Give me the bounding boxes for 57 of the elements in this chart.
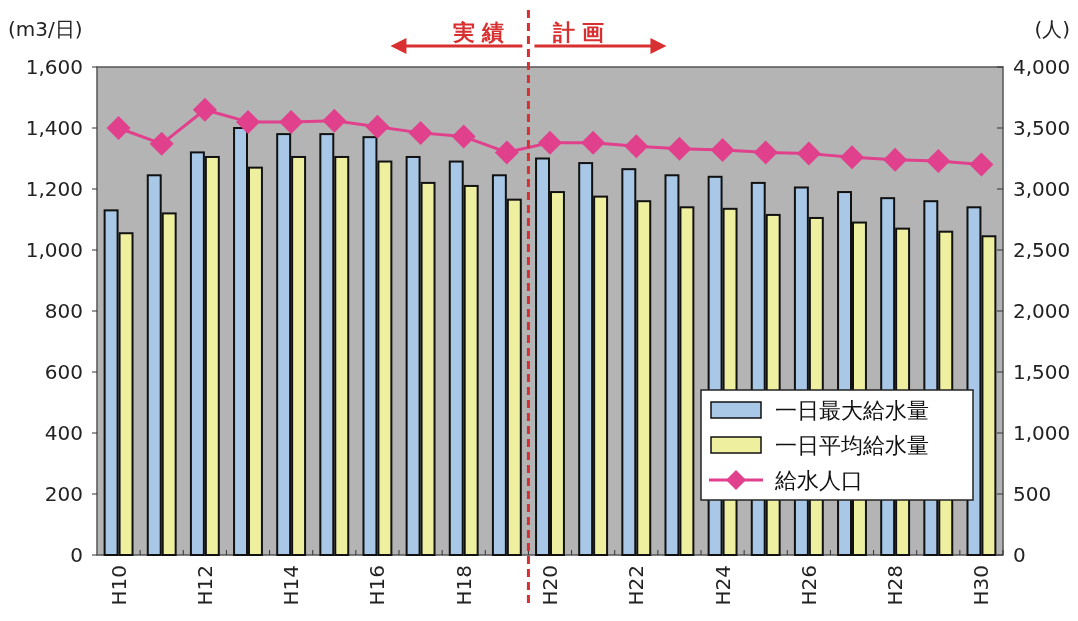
point xyxy=(192,97,217,122)
y-tick-label: 600 xyxy=(44,360,83,384)
y2-tick-label: 3,500 xyxy=(1013,116,1071,140)
y2-tick-label: 2,000 xyxy=(1013,299,1071,323)
x-tick-label: H12 xyxy=(192,565,217,606)
y-tick-label: 200 xyxy=(44,482,83,506)
point xyxy=(624,134,649,159)
y2-tick-label: 500 xyxy=(1013,482,1052,506)
legend-label: 一日最大給水量 xyxy=(775,398,929,423)
x-tick-label: H24 xyxy=(710,565,735,606)
y-tick-label: 1,200 xyxy=(25,177,83,201)
point xyxy=(149,131,174,156)
point xyxy=(883,147,908,172)
x-tick-label: H18 xyxy=(451,565,476,606)
point xyxy=(408,120,433,145)
point xyxy=(667,136,692,161)
x-tick-label: H28 xyxy=(883,565,908,606)
point xyxy=(840,145,864,170)
y2-axis-title: (人) xyxy=(1034,17,1070,41)
point xyxy=(538,130,562,155)
point xyxy=(926,148,951,173)
x-tick-label: H14 xyxy=(279,565,304,606)
legend-label: 給水人口 xyxy=(774,468,863,493)
point xyxy=(279,109,304,134)
y-axis-title: (m3/日) xyxy=(8,17,83,41)
point xyxy=(365,114,390,139)
x-tick-label: H22 xyxy=(624,565,649,606)
y2-tick-label: 2,500 xyxy=(1013,238,1071,262)
y-tick-label: 1,600 xyxy=(25,55,83,79)
point xyxy=(581,130,606,155)
legend-label: 一日平均給水量 xyxy=(775,433,929,458)
y2-tick-label: 0 xyxy=(1013,543,1026,567)
point xyxy=(753,140,778,165)
text: 計 画 xyxy=(551,20,605,45)
x-tick-label: H26 xyxy=(796,565,821,606)
y-tick-label: 1,400 xyxy=(25,116,83,140)
y2-tick-label: 3,000 xyxy=(1013,177,1071,201)
point xyxy=(710,137,735,162)
y-tick-label: 400 xyxy=(44,421,83,445)
point xyxy=(236,109,260,134)
x-tick-label: H16 xyxy=(365,565,390,606)
point xyxy=(494,140,519,165)
y2-tick-label: 1,000 xyxy=(1013,421,1071,445)
y2-tick-label: 1,500 xyxy=(1013,360,1071,384)
x-tick-label: H10 xyxy=(106,565,131,606)
point xyxy=(969,152,994,177)
x-tick-label: H20 xyxy=(538,565,562,606)
point xyxy=(106,116,131,140)
y-tick-label: 1,000 xyxy=(25,238,83,262)
y-tick-label: 0 xyxy=(70,543,83,567)
x-tick-label: H30 xyxy=(969,565,994,606)
point xyxy=(796,141,821,166)
point xyxy=(322,108,347,133)
text: 実 績 xyxy=(451,20,505,45)
point xyxy=(451,124,476,149)
y2-tick-label: 4,000 xyxy=(1013,55,1071,79)
y-tick-label: 800 xyxy=(44,299,83,323)
